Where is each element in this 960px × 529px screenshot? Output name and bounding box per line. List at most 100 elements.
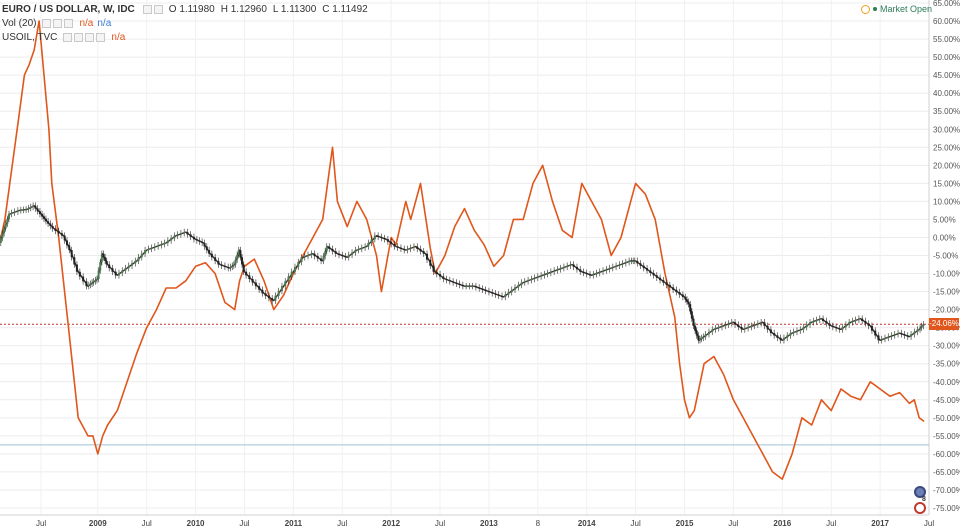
candle-body [681,294,684,297]
candle-body [818,318,821,320]
remove-icon[interactable] [96,33,106,42]
y-tick-label: 15.00% [933,179,960,188]
candle-body [360,247,363,249]
price-scale-background [929,0,960,529]
candle-body [585,272,588,275]
settings-icon[interactable] [53,19,63,28]
candle-body [756,323,759,325]
candle-body [458,283,461,285]
candle-body [236,254,239,260]
x-tick-label: Jul [826,519,836,528]
candle-body [210,253,213,258]
candle-body [357,248,360,251]
x-tick-label: Jul [142,519,152,528]
candle-body [566,265,569,267]
main-series-legend: EURO / US DOLLAR, W, IDC O 1.11980 H 1.1… [2,4,374,15]
candle-body [675,289,678,293]
candle-body [87,284,90,287]
candle-body [504,294,507,297]
candle-body [303,256,306,258]
x-axis-tick-labels: Jul 2009 Jul 2010 Jul 2011 Jul 2012 Jul 2013 8 2014… [36,519,934,528]
x-tick-label: 2014 [578,519,596,528]
candle-body [393,244,396,247]
candle-body [229,266,232,269]
candle-body [605,269,608,271]
candle-body [183,232,186,234]
candle-body [822,318,825,322]
candle-body [85,281,88,287]
candle-body [468,286,471,288]
candle-body [214,257,217,261]
candle-body [530,278,533,281]
candle-body [416,246,419,249]
candle-body [809,322,812,325]
candle-body [687,301,690,305]
settings-icon[interactable] [74,33,84,42]
volume-label[interactable]: Vol (20) [2,18,37,29]
candle-body [588,274,591,276]
candle-body [63,235,66,241]
candle-body [41,214,44,217]
candle-body [699,339,702,341]
candle-body [111,268,114,272]
x-tick-label: 2013 [480,519,498,528]
candle-body [49,223,52,227]
compare-value: n/a [111,32,126,43]
candle-body [592,274,595,276]
candle-body [883,337,886,340]
hide-icon[interactable] [42,19,52,28]
candle-body [857,318,860,320]
candle-body [173,235,176,239]
candle-body [377,235,380,237]
settings-icon[interactable] [153,5,163,14]
candle-body [386,239,389,242]
move-icon[interactable] [85,33,95,42]
candle-body [140,253,143,258]
hide-icon[interactable] [142,5,152,14]
remove-icon[interactable] [64,19,74,28]
y-axis-tick-labels: 65.00% 60.00% 55.00% 50.00% 45.00% 40.00% 35.0… [933,0,960,513]
candle-body [828,323,831,326]
candle-body [245,271,248,276]
y-tick-label: -50.00% [933,414,960,423]
main-series-buttons [142,5,163,14]
candle-body [753,324,756,326]
x-tick-label: 2011 [285,519,303,528]
candle-body [277,290,280,296]
candle-body [533,277,536,279]
us-flag-icon[interactable] [914,502,926,514]
candle-body [507,292,510,295]
candle-body [439,274,442,277]
candle-body [261,289,264,294]
candle-body [890,335,893,337]
compare-symbol-label[interactable]: USOIL, TVC [2,32,58,43]
y-tick-label: 10.00% [933,197,960,206]
hide-icon[interactable] [63,33,73,42]
candle-body [906,335,909,337]
candle-body [730,322,733,324]
candle-body [540,275,543,277]
candle-body [27,208,30,210]
main-symbol-label[interactable]: EURO / US DOLLAR, W, IDC [2,4,135,15]
market-status[interactable]: Market Open [861,4,932,14]
eurusd-series [0,202,925,344]
candle-body [848,322,851,325]
event-flag-icon[interactable] [914,486,926,498]
candle-body [205,246,208,251]
candle-body [105,260,108,265]
candle-body [740,327,743,330]
candle-body [602,270,605,272]
candle-body [426,253,429,260]
y-tick-label: 20.00% [933,161,960,170]
candle-body [166,240,169,243]
candle-body [536,276,539,278]
candle-body [569,264,572,266]
candle-body [649,270,652,273]
candle-body [867,323,870,326]
candle-body [0,238,2,243]
candle-body [258,286,261,290]
candle-body [144,250,147,254]
candle-body [789,333,792,336]
candle-body [665,282,668,285]
